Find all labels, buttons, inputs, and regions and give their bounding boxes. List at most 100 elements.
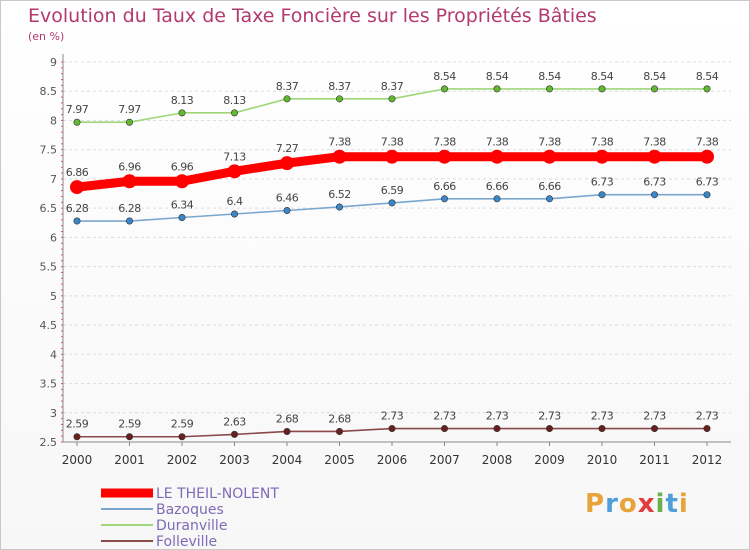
y-tick-label: 5 [50,290,57,303]
data-point [388,199,396,207]
data-label: 6.28 [118,202,141,215]
data-point [437,149,452,164]
data-label: 6.66 [433,180,456,193]
data-point [227,164,242,179]
data-label: 8.37 [276,80,299,93]
x-tick-label: 2008 [482,453,513,467]
data-label: 7.38 [433,136,456,149]
data-label: 2.59 [171,418,194,431]
data-label: 2.59 [66,418,89,431]
data-label: 8.54 [696,70,719,83]
y-tick-label: 2.5 [40,436,58,449]
y-tick-label: 3 [50,407,57,420]
data-point [650,85,658,93]
data-label: 8.54 [486,70,509,83]
x-tick-label: 2004 [272,453,303,467]
data-label: 2.73 [486,410,509,423]
y-tick-label: 8 [50,114,57,127]
data-label: 7.13 [223,150,246,163]
data-label: 6.96 [118,160,141,173]
x-tick-label: 2001 [114,453,145,467]
data-label: 2.68 [276,412,299,425]
chart-title: Evolution du Taux de Taxe Foncière sur l… [28,5,597,27]
data-point [335,203,343,211]
data-point [280,156,294,171]
x-tick-label: 2000 [62,453,93,467]
legend-label: LE THEIL-NOLENT [156,486,279,502]
data-label: 8.13 [223,94,246,107]
data-point [440,425,448,433]
data-label: 6.73 [591,176,614,189]
data-label: 8.37 [381,80,404,93]
data-point [598,85,606,93]
data-point [126,433,134,441]
data-label: 6.4 [227,195,243,208]
proxiti-logo: Proxiti [585,489,689,519]
data-label: 2.59 [118,418,141,431]
data-label: 6.59 [381,184,404,197]
y-tick-label: 6.5 [40,202,58,215]
x-tick-label: 2006 [377,453,408,467]
data-label: 7.38 [643,136,666,149]
y-tick-label: 4 [50,348,57,361]
data-label: 7.97 [118,103,141,116]
data-point [388,425,396,433]
data-label: 6.73 [643,176,666,189]
y-tick-label: 7.5 [40,144,58,157]
x-tick-label: 2012 [692,453,723,467]
data-point [231,210,239,218]
data-point [650,425,658,433]
data-point [545,425,553,433]
data-point [598,425,606,433]
data-point [231,430,239,438]
x-tick-label: 2007 [429,453,460,467]
data-label: 2.73 [643,410,666,423]
chart-subtitle: (en %) [28,30,65,43]
data-point [650,191,658,199]
data-label: 8.54 [433,70,456,83]
data-point [545,195,553,203]
data-label: 6.66 [538,180,561,193]
data-label: 6.66 [486,180,509,193]
data-point [73,433,81,441]
legend-label: Duranville [156,518,227,534]
data-label: 2.63 [223,415,246,428]
data-label: 7.38 [486,136,509,149]
data-point [126,118,134,126]
data-point [335,427,343,435]
data-label: 6.86 [66,166,89,179]
data-point [283,206,291,214]
data-point [175,174,189,189]
y-tick-label: 3.5 [40,378,58,391]
y-tick-label: 5.5 [40,261,58,274]
data-label: 7.38 [381,136,404,149]
x-tick-label: 2003 [219,453,250,467]
data-label: 2.68 [328,412,351,425]
legend-label: Folleville [156,534,217,549]
data-point [178,433,186,441]
data-label: 6.96 [171,160,194,173]
data-label: 6.28 [66,202,89,215]
data-point [332,149,347,164]
y-tick-label: 7 [50,173,57,186]
data-label: 8.37 [328,80,351,93]
data-label: 2.73 [591,410,614,423]
data-point [178,214,186,222]
data-label: 7.27 [276,142,299,155]
data-label: 7.97 [66,103,89,116]
x-tick-label: 2010 [587,453,618,467]
data-point [126,217,134,225]
x-tick-label: 2009 [534,453,565,467]
data-label: 7.38 [328,136,351,149]
data-point [545,85,553,93]
data-label: 7.38 [538,136,561,149]
data-label: 8.13 [171,94,194,107]
data-label: 2.73 [433,410,456,423]
data-point [70,180,84,195]
data-point [231,109,239,117]
data-point [703,425,711,433]
data-label: 6.34 [171,199,194,212]
data-label: 8.54 [591,70,614,83]
x-tick-label: 2011 [639,453,670,467]
